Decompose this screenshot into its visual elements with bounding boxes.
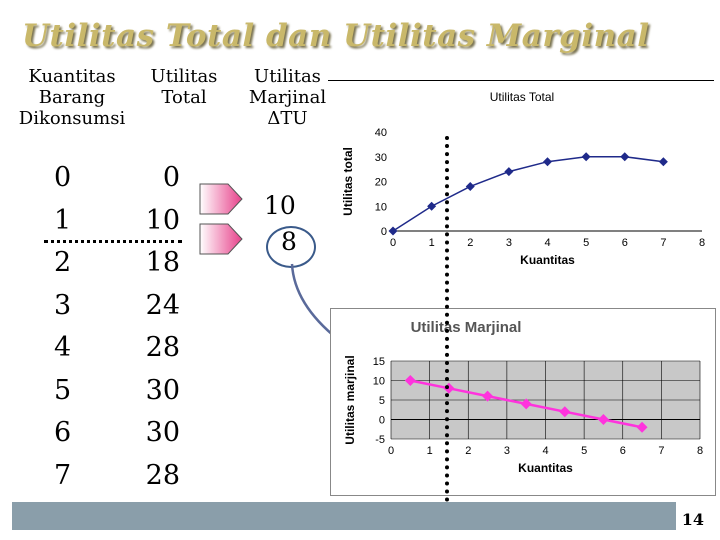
data-point (597, 414, 609, 425)
x-tick-label: 1 (427, 445, 433, 457)
arrow-right-icon (199, 223, 243, 255)
table-cell-total: 18 (145, 247, 180, 278)
header-kuantitas: Kuantitas Barang Dikonsumsi (18, 66, 126, 129)
header-rule (328, 80, 714, 81)
y-tick-label: 5 (379, 395, 385, 407)
y-tick-label: 0 (379, 415, 385, 427)
data-point (543, 157, 552, 167)
data-point (636, 421, 648, 433)
header-kuantitas-line-3: Dikonsumsi (18, 108, 126, 129)
y-tick-label: 10 (373, 376, 385, 388)
header-marjinal-line-3: ΔTU (267, 108, 308, 129)
table-cell-total: 30 (145, 417, 180, 448)
data-point (465, 181, 475, 191)
table-cell-total: 30 (145, 374, 180, 406)
y-tick-label: 15 (373, 356, 385, 368)
marjinal-value-2: 8 (281, 227, 297, 256)
table-cell-kuantitas: 4 (54, 332, 72, 363)
row-separator (44, 240, 182, 243)
arrow-right-icon (199, 183, 243, 215)
data-point (559, 406, 571, 418)
data-point (504, 167, 514, 177)
table-cell-kuantitas: 1 (54, 204, 72, 236)
y-tick-label: 20 (375, 177, 387, 189)
header-utilitas-marjinal: Utilitas Marjinal ΔTU (240, 66, 335, 129)
page-number-box (676, 502, 718, 530)
table-cell-kuantitas: 0 (54, 162, 72, 193)
header-total-line-2: Total (161, 87, 207, 108)
x-tick-label: 0 (390, 237, 396, 249)
x-tick-label: 5 (583, 237, 589, 249)
guide-line (445, 136, 449, 502)
x-tick-label: 7 (658, 445, 664, 457)
y-tick-label: -5 (375, 434, 385, 446)
x-tick-label: 5 (581, 445, 587, 457)
header-marjinal-line-2: Marjinal (248, 87, 327, 108)
header-total-line-1: Utilitas (150, 66, 218, 87)
data-point (427, 201, 437, 211)
table-cell-kuantitas: 2 (54, 247, 72, 278)
x-tick-label: 1 (429, 237, 435, 249)
x-tick-label: 2 (465, 445, 471, 457)
y-tick-label: 0 (381, 226, 387, 238)
x-tick-label: 6 (622, 237, 628, 249)
x-tick-label: 8 (697, 445, 703, 457)
header-kuantitas-line-1: Kuantitas (28, 66, 116, 87)
x-axis-label: Kuantitas (520, 253, 575, 267)
table-cell-total: 24 (145, 289, 180, 321)
table-cell-total: 28 (145, 459, 180, 491)
table-cell-total: 0 (162, 162, 180, 193)
x-tick-label: 4 (542, 445, 548, 457)
table-cell-total: 10 (145, 204, 180, 236)
table-cell-kuantitas: 5 (54, 374, 72, 406)
series-line (392, 156, 664, 232)
x-tick-label: 4 (544, 237, 550, 249)
chart-title: Utilitas Total (490, 90, 554, 104)
marjinal-value-1: 10 (264, 191, 296, 220)
data-point (482, 390, 494, 402)
page-number: 14 (681, 510, 704, 529)
table-cell-total: 28 (145, 332, 180, 363)
data-point (520, 398, 532, 410)
header-utilitas-total: Utilitas Total (140, 66, 228, 108)
data-point (404, 375, 416, 386)
x-tick-label: 6 (620, 445, 626, 457)
y-axis-label: Utilitas marjinal (343, 355, 357, 444)
x-tick-label: 8 (699, 237, 705, 249)
table-cell-kuantitas: 7 (54, 459, 72, 491)
data-point (658, 157, 668, 167)
arrows (199, 183, 243, 255)
x-tick-label: 7 (660, 237, 666, 249)
header-marjinal-line-1: Utilitas (254, 66, 321, 87)
y-tick-label: 30 (375, 152, 387, 164)
y-tick-label: 40 (375, 127, 387, 139)
x-axis-label: Kuantitas (518, 461, 573, 475)
y-tick-label: 10 (375, 201, 387, 213)
y-axis-label: Utilitas total (341, 147, 355, 216)
chart-utilitas-total: Utilitas Total 0 10 20 30 40 0 1 2 3 4 5 6 7 8 Kuantita… (341, 90, 705, 267)
header-kuantitas-line-2: Barang (38, 87, 106, 108)
x-tick-label: 3 (504, 445, 510, 457)
x-tick-label: 2 (467, 237, 473, 249)
slide-title: Utilitas Total dan Utilitas Marginal (22, 18, 650, 54)
x-tick-label: 0 (388, 445, 394, 457)
chart-title: Utilitas Marjinal (411, 319, 522, 336)
data-point (620, 152, 630, 162)
table-cell-kuantitas: 6 (54, 417, 72, 448)
footer-bar (12, 502, 718, 530)
table-cell-kuantitas: 3 (54, 289, 72, 321)
x-tick-label: 3 (506, 237, 512, 249)
data-point (581, 152, 591, 162)
data-point (388, 226, 398, 236)
